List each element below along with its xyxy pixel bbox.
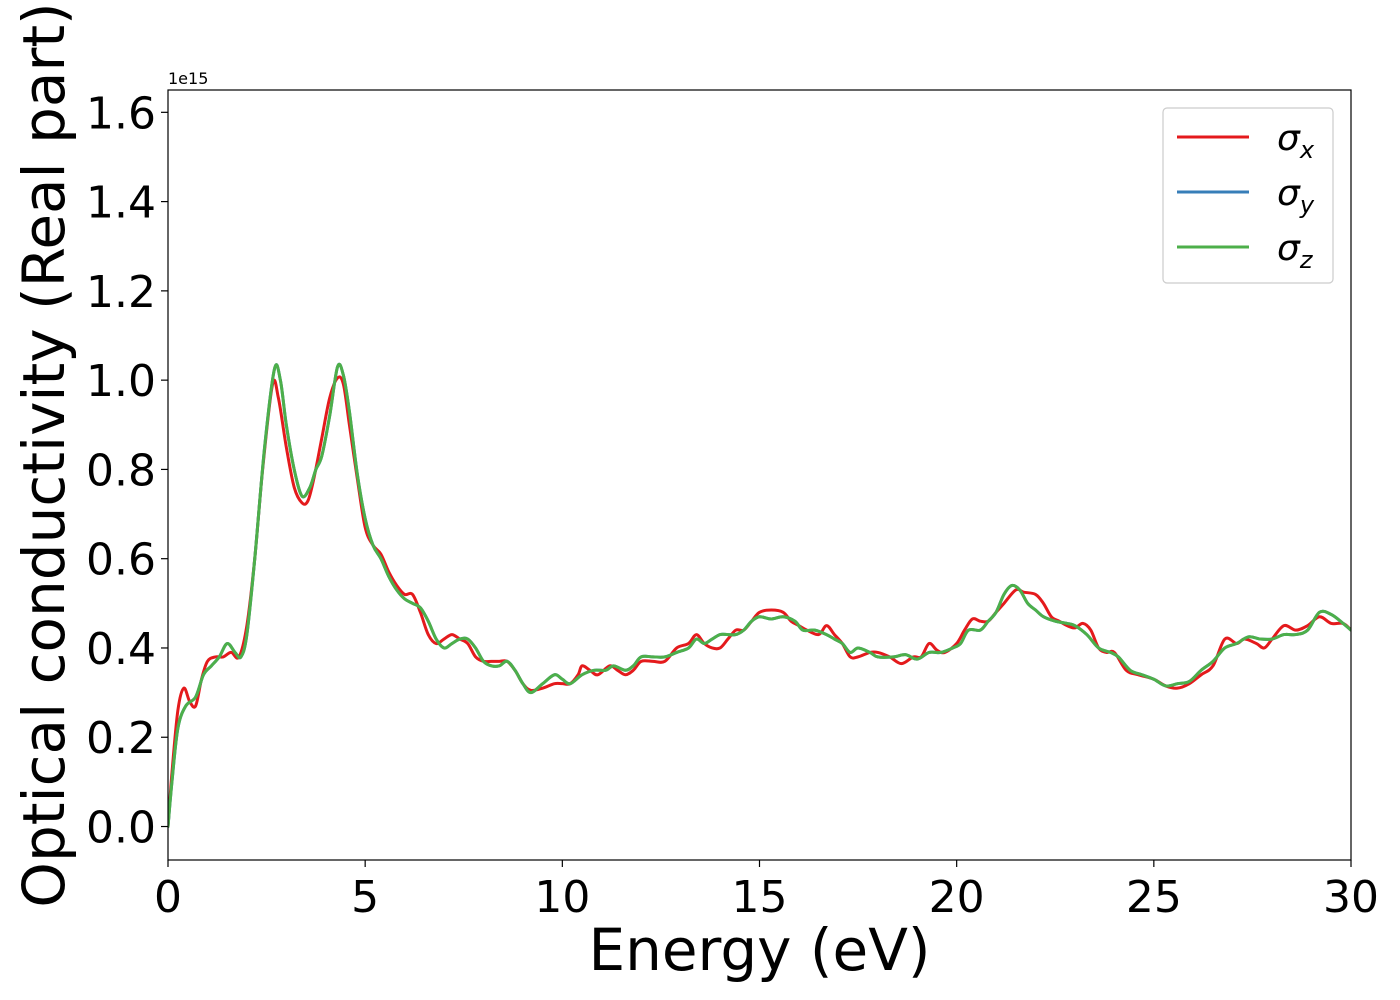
x-tick-label: 10	[534, 872, 590, 923]
x-tick-label: 15	[732, 872, 788, 923]
y-tick-label: 1.6	[86, 88, 156, 139]
y-tick-label: 1.4	[86, 178, 156, 229]
y-tick-label: 0.0	[86, 803, 156, 854]
x-tick-label: 30	[1323, 872, 1379, 923]
legend-label-x: σx	[1277, 118, 1315, 164]
x-tick-label: 25	[1126, 872, 1182, 923]
x-axis-label: Energy (eV)	[588, 916, 930, 984]
series-line-y	[168, 362, 1351, 829]
y-tick-label: 1.2	[86, 267, 156, 318]
x-axis: 0 5 10 15 20 25 30	[154, 860, 1379, 923]
x-tick-label: 0	[154, 872, 182, 923]
y-axis: 0.0 0.2 0.4 0.6 0.8 1.0 1.2 1.4 1.6	[86, 88, 168, 854]
x-tick-label: 5	[351, 872, 379, 923]
y-tick-label: 0.8	[86, 445, 156, 496]
series-layer	[168, 362, 1351, 829]
x-tick-label: 20	[929, 872, 985, 923]
y-tick-label: 0.6	[86, 535, 156, 586]
legend-box	[1162, 107, 1334, 284]
legend-label-y: σy	[1277, 173, 1315, 219]
series-line-x	[168, 375, 1351, 829]
legend-label-z: σz	[1277, 228, 1314, 274]
y-tick-label: 0.4	[86, 624, 156, 675]
series-line-z	[168, 362, 1351, 829]
y-tick-label: 1.0	[86, 356, 156, 407]
y-offset-label: 1e15	[168, 69, 208, 88]
legend: σx σy σz	[1162, 107, 1334, 284]
y-axis-label: Optical conductivity (Real part)	[10, 2, 78, 907]
y-tick-label: 0.2	[86, 713, 156, 764]
